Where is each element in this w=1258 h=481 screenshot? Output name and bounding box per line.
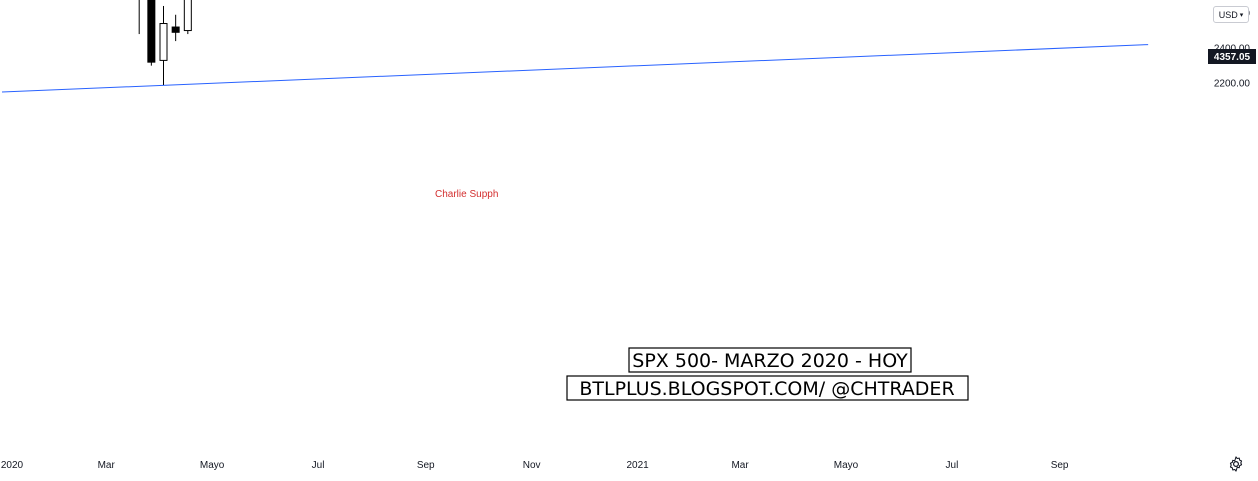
annotation-label: Charlie Supph	[435, 189, 498, 200]
candle-body	[171, 26, 180, 33]
candle	[147, 0, 156, 66]
x-tick-label: Mayo	[200, 460, 225, 471]
title-box	[628, 347, 912, 373]
trendlines	[1, 44, 1149, 93]
gear-icon[interactable]	[1227, 455, 1245, 473]
candle	[183, 0, 192, 35]
x-tick-label: Jul	[312, 460, 325, 471]
currency-label: USD	[1218, 9, 1238, 20]
candles	[138, 0, 192, 85]
x-tick-label: Sep	[1051, 460, 1069, 471]
x-tick-label: Nov	[523, 460, 541, 471]
candle-body	[147, 0, 156, 63]
candle	[171, 14, 180, 42]
x-tick-label: Mar	[98, 460, 116, 471]
last-price-label: 4357.05	[1214, 52, 1251, 63]
candle-body	[183, 0, 192, 32]
x-tick-label: Sep	[417, 460, 435, 471]
last-price-badge	[1208, 49, 1256, 64]
x-tick-label: Mar	[731, 460, 749, 471]
currency-selector[interactable]: USD ▾	[1213, 6, 1249, 23]
candle	[138, 0, 140, 35]
x-tick-label: Mayo	[834, 460, 859, 471]
candle-body	[159, 23, 168, 61]
chart-subtitle: BTLPLUS.BLOGSPOT.COM/ @CHTRADER	[579, 378, 954, 400]
candle	[159, 5, 168, 85]
trendline	[1, 44, 1149, 93]
x-tick-label: Jul	[946, 460, 959, 471]
chart-title: SPX 500- MARZO 2020 - HOY	[632, 350, 908, 372]
subtitle-box	[566, 375, 969, 401]
chevron-down-icon: ▾	[1239, 11, 1244, 19]
x-tick-label: 2021	[626, 460, 649, 471]
y-tick-label: 2200.00	[1214, 79, 1251, 90]
x-tick-label: 2020	[1, 460, 24, 471]
